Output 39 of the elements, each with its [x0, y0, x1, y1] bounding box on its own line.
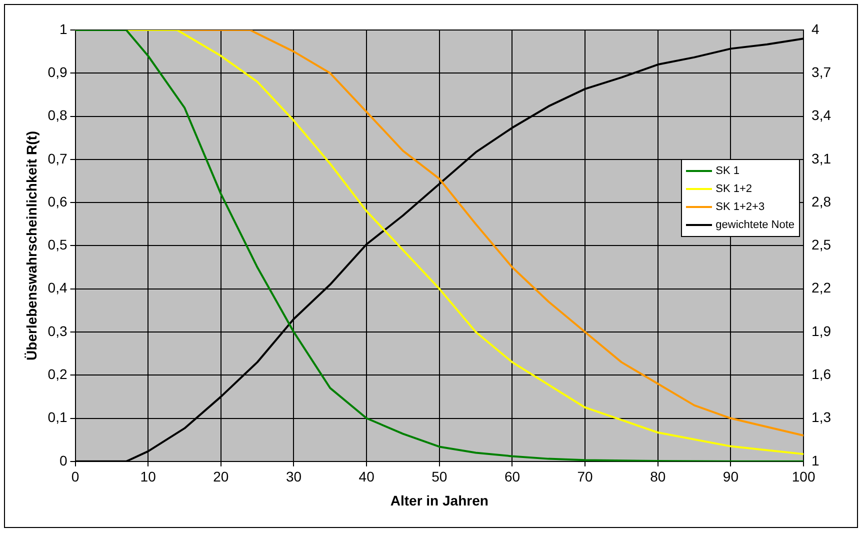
y2-tick-label: 3,1 [812, 150, 832, 166]
y2-tick-label: 1 [812, 452, 820, 468]
legend-label: gewichtete Note [716, 218, 795, 234]
y-tick-label: 0,7 [48, 150, 68, 166]
y-tick-label: 0,2 [48, 366, 68, 382]
y-tick-label: 0,3 [48, 322, 68, 339]
y-tick-label: 0,8 [48, 107, 68, 124]
x-tick-label: 50 [432, 468, 448, 485]
y-tick-label: 0 [59, 452, 68, 468]
y2-tick-label: 1,6 [812, 366, 832, 382]
x-tick-label: 10 [140, 468, 156, 485]
x-tick-label: 100 [792, 468, 816, 485]
y2-tick-label: 2,8 [812, 193, 832, 210]
x-tick-label: 40 [358, 468, 375, 485]
x-tick-label: 0 [71, 468, 80, 485]
y-tick-label: 0,6 [48, 193, 68, 210]
y-tick-label: 0,4 [48, 280, 68, 296]
legend-label: SK 1 [716, 164, 740, 180]
x-tick-label: 30 [286, 468, 302, 485]
y2-tick-label: 2,5 [812, 236, 832, 253]
x-tick-label: 90 [722, 468, 739, 485]
y2-tick-label: 2,2 [812, 280, 832, 296]
x-tick-label: 20 [213, 468, 229, 485]
y-tick-label: 0,9 [48, 64, 68, 80]
y-tick-label: 0,1 [48, 409, 68, 426]
x-tick-label: 80 [650, 468, 666, 485]
y2-tick-label: 1,3 [812, 409, 832, 426]
y2-tick-label: 3,4 [812, 107, 832, 124]
y2-tick-label: 4 [812, 20, 820, 37]
y-tick-label: 1 [59, 20, 68, 37]
y2-tick-label: 1,9 [812, 322, 832, 339]
y2-tick-label: 3,7 [812, 64, 832, 80]
legend-label: SK 1+2+3 [716, 200, 765, 216]
legend-label: SK 1+2 [716, 182, 752, 198]
y-tick-label: 0,5 [48, 236, 68, 253]
x-axis-title: Alter in Jahren [390, 492, 488, 508]
x-tick-label: 70 [577, 468, 594, 485]
x-tick-label: 60 [504, 468, 520, 485]
y-axis-title: Überlebenswahrscheinlichkeit R(t) [23, 130, 40, 360]
